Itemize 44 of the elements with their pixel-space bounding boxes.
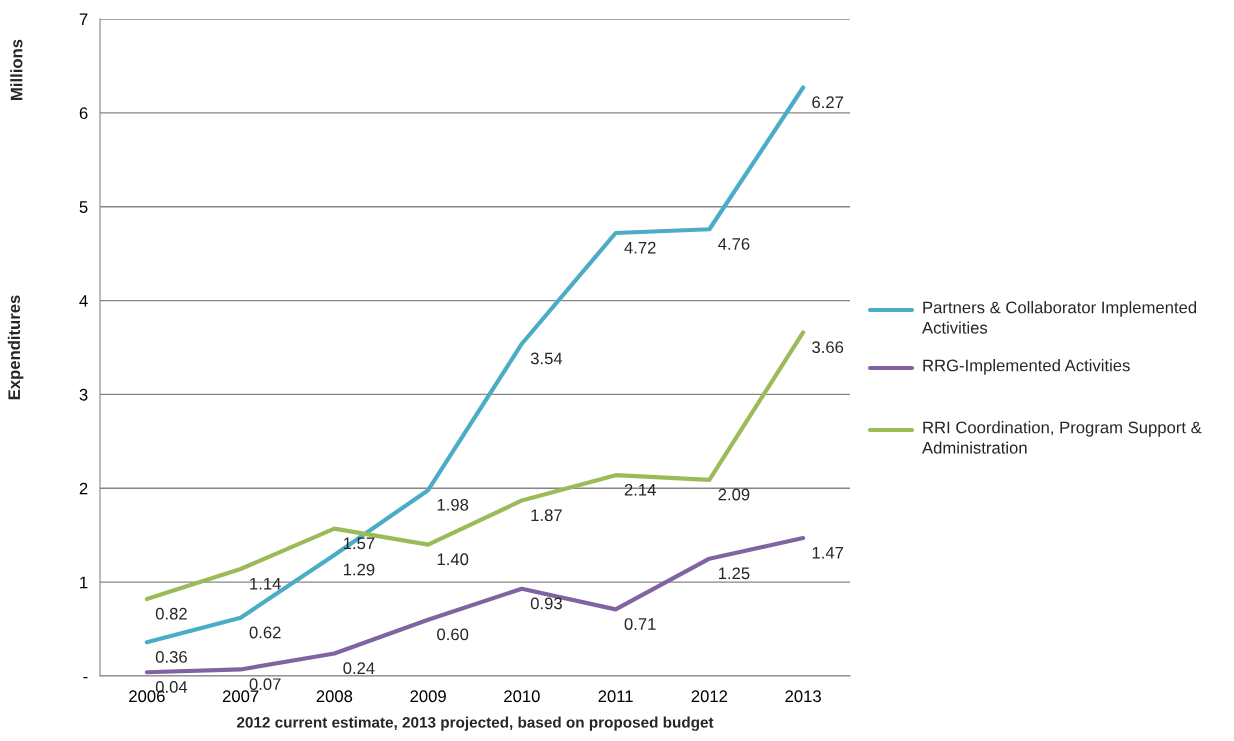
data-label: 4.76 [718, 238, 750, 250]
data-label: 1.29 [343, 563, 375, 576]
y-tick-label: 6 [79, 107, 88, 120]
legend-label: RRI Coordination, Program Support & Administration [922, 421, 1202, 454]
x-axis-title: 2012 current estimate, 2013 projected, based on proposed budget [236, 716, 714, 731]
data-label: 4.72 [624, 241, 656, 254]
y-tick-label: 7 [79, 13, 88, 26]
data-label: 1.14 [250, 577, 281, 590]
data-label: 1.40 [437, 553, 469, 566]
x-tick-label: 2013 [785, 690, 821, 703]
data-label: 0.71 [624, 618, 656, 630]
line-series [144, 85, 806, 645]
legend-label: RRG-Implemented Activities [923, 359, 1130, 375]
data-label: 1.87 [531, 509, 562, 522]
data-label: 0.60 [437, 628, 469, 641]
y-tick-label: 4 [79, 295, 88, 307]
y-axis-title: Expenditures [7, 295, 24, 400]
y-tick-label: - [83, 676, 88, 679]
data-label: 3.66 [812, 341, 844, 354]
data-label: 2.09 [718, 488, 750, 501]
x-tick-label: 2009 [410, 690, 446, 703]
data-label: 3.54 [530, 352, 563, 365]
x-tick-label: 2008 [316, 690, 353, 703]
x-tick-label: 2010 [504, 690, 540, 703]
y-tick-label: 5 [79, 201, 88, 213]
x-tick-label: 2012 [691, 690, 728, 703]
data-label: 0.82 [155, 607, 187, 620]
data-label: 0.24 [343, 662, 375, 675]
data-label: 0.07 [249, 678, 281, 691]
y-tick-label: 1 [80, 576, 88, 589]
line-series [144, 535, 806, 675]
text: Millions [10, 39, 23, 100]
data-label: 0.93 [530, 597, 562, 610]
data-label: 6.27 [812, 96, 844, 109]
data-label: 1.25 [718, 567, 750, 580]
legend-label: Partners & Collaborator Implemented Activities [922, 301, 1197, 334]
x-tick-label: 2007 [222, 690, 259, 703]
data-label: 1.47 [812, 546, 844, 559]
data-label: 0.36 [155, 650, 187, 663]
data-label: 1.98 [437, 498, 469, 511]
x-tick-label: 2011 [598, 690, 633, 703]
y-tick-label: 3 [79, 388, 88, 401]
y-tick-label: 2 [79, 482, 88, 495]
data-label: 0.62 [249, 626, 281, 639]
